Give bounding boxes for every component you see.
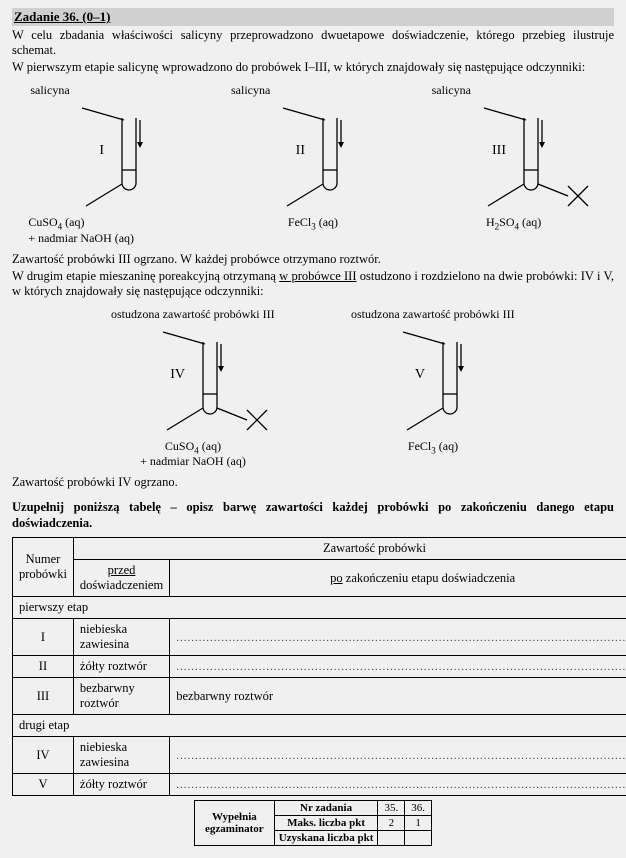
cell-after: bezbarwny roztwór: [170, 678, 626, 715]
paragraph-5: Zawartość probówki IV ogrzano.: [12, 475, 614, 490]
intro-paragraph-1: W celu zbadania właściwości salicyny prz…: [12, 28, 614, 58]
tube-diagram: V: [348, 324, 518, 454]
tube-drop-label: ostudzona zawartość probówki III: [111, 307, 275, 322]
paragraph-4: W drugim etapie mieszaninę poreakcyjną o…: [12, 269, 614, 299]
cell-number: II: [13, 656, 74, 678]
tube-drop-label: salicyna: [231, 83, 270, 98]
svg-text:V: V: [415, 367, 425, 382]
cell-number: IV: [13, 737, 74, 774]
footer-row-got: Uzyskana liczba pkt: [274, 831, 378, 846]
footer-blank-35: [378, 831, 405, 846]
tube-diagram: III: [429, 100, 599, 230]
cell-before: niebieska zawiesina: [73, 737, 169, 774]
stage1-label: pierwszy etap: [13, 597, 626, 619]
cell-after: ........................................…: [170, 656, 626, 678]
tube-diagram: II: [228, 100, 398, 230]
footer-row-max: Maks. liczba pkt: [274, 816, 378, 831]
cell-after: ........................................…: [170, 619, 626, 656]
tube-drop-label: ostudzona zawartość probówki III: [351, 307, 515, 322]
footer-c36: 36.: [405, 801, 432, 816]
svg-text:IV: IV: [170, 367, 185, 382]
tube-block: salicyna I CuSO4 (aq)+ nadmiar NaOH (aq): [22, 83, 202, 246]
header-content: Zawartość probówki: [73, 538, 626, 560]
footer-m35: 2: [378, 816, 405, 831]
cell-number: III: [13, 678, 74, 715]
tube-block: salicyna II FeCl3 (aq): [223, 83, 403, 246]
cell-before: żółty roztwór: [73, 656, 169, 678]
tube-row-stage2: ostudzona zawartość probówki III IV CuSO…: [12, 307, 614, 470]
footer-row-nr: Nr zadania: [274, 801, 378, 816]
instruction: Uzupełnij poniższą tabelę – opisz barwę …: [12, 500, 614, 531]
cell-before: bezbarwny roztwór: [73, 678, 169, 715]
header-number: Numer probówki: [13, 538, 74, 597]
cell-after: ........................................…: [170, 774, 626, 796]
cell-number: I: [13, 619, 74, 656]
tube-block: ostudzona zawartość probówki III IV CuSO…: [103, 307, 283, 470]
results-table: Numer probówki Zawartość probówki przed …: [12, 537, 626, 796]
tube-diagram: IV: [108, 324, 278, 454]
footer-m36: 1: [405, 816, 432, 831]
tube-drop-label: salicyna: [432, 83, 471, 98]
header-before: przed doświadczeniem: [73, 560, 169, 597]
examiner-side-label: Wypełniaegzaminator: [195, 801, 275, 846]
cell-before: niebieska zawiesina: [73, 619, 169, 656]
footer-blank-36: [405, 831, 432, 846]
tube-block: salicyna III H2SO4 (aq): [424, 83, 604, 246]
cell-before: żółty roztwór: [73, 774, 169, 796]
paragraph-3: Zawartość probówki III ogrzano. W każdej…: [12, 252, 614, 267]
stage2-label: drugi etap: [13, 715, 626, 737]
task-header: Zadanie 36. (0–1): [12, 8, 614, 26]
svg-text:II: II: [296, 143, 306, 158]
tube-block: ostudzona zawartość probówki III V FeCl3…: [343, 307, 523, 470]
cell-after: ........................................…: [170, 737, 626, 774]
svg-text:I: I: [100, 143, 105, 158]
examiner-table: Wypełniaegzaminator Nr zadania 35. 36. M…: [194, 800, 432, 846]
header-after: po zakończeniu etapu doświadczenia: [170, 560, 626, 597]
tube-diagram: I: [27, 100, 197, 230]
tube-drop-label: salicyna: [30, 83, 69, 98]
footer-c35: 35.: [378, 801, 405, 816]
tube-row-stage1: salicyna I CuSO4 (aq)+ nadmiar NaOH (aq)…: [12, 83, 614, 246]
cell-number: V: [13, 774, 74, 796]
svg-text:III: III: [492, 143, 506, 158]
intro-paragraph-2: W pierwszym etapie salicynę wprowadzono …: [12, 60, 614, 75]
